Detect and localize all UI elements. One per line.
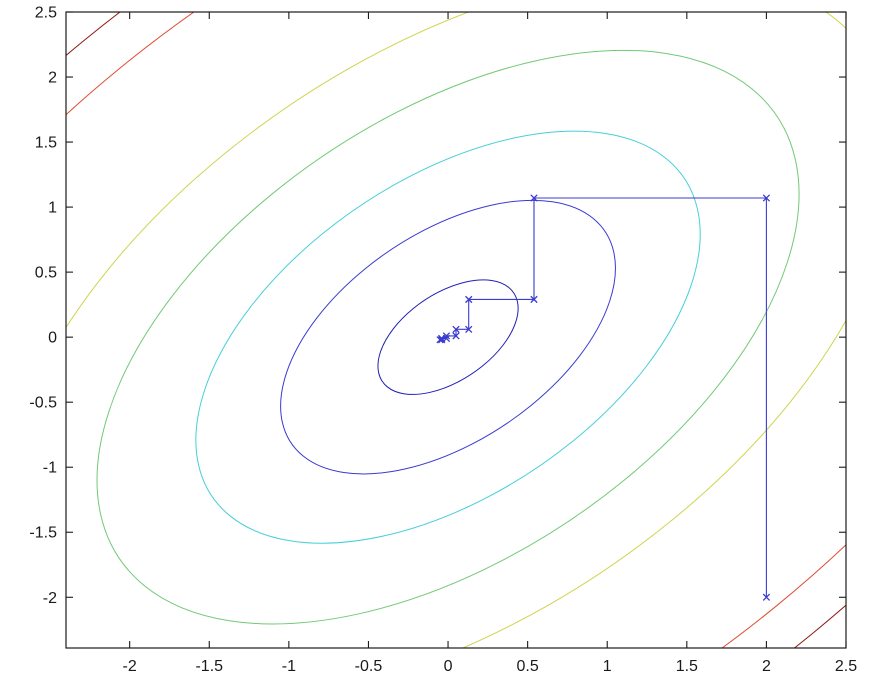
y-tick-label: 2.5: [35, 5, 57, 22]
x-marker: [465, 325, 473, 334]
x-marker: [452, 325, 460, 334]
contour-ellipse: [352, 259, 543, 415]
x-marker: [762, 194, 771, 202]
descent-path-group: [436, 194, 771, 601]
x-tick-label: 2: [762, 658, 771, 675]
x-marker: [530, 194, 538, 202]
y-tick-label: 1: [48, 200, 57, 217]
x-marker: [438, 336, 446, 344]
descent-path: [440, 197, 767, 598]
x-tick-label: 1: [603, 658, 612, 675]
x-tick-label: 0.5: [517, 658, 539, 675]
y-tick-label: -1.5: [29, 525, 57, 542]
x-tick-label: -1.5: [195, 658, 223, 675]
x-tick-label: -1: [282, 658, 296, 675]
x-marker: [436, 336, 444, 344]
x-tick-label: 2.5: [835, 658, 857, 675]
contour-ellipse: [104, 56, 793, 619]
x-marker: [452, 332, 460, 340]
contour-ellipse: [220, 150, 677, 523]
x-marker: [465, 295, 473, 304]
axes-frame: [65, 11, 847, 649]
y-tick-label: 0: [48, 330, 57, 347]
x-marker: [762, 593, 771, 601]
y-tick-label: 1.5: [35, 135, 57, 152]
y-tick-label: 2: [48, 70, 57, 87]
x-tick-label: 1.5: [676, 658, 698, 675]
axis-ticks: -2 -1.5 -1 -0.5 0 0.5 1 1.5 2 2.5 2.5 2 1.5 1 0.5 0 -0.5…: [29, 5, 857, 676]
y-tick-label: -1: [43, 460, 57, 477]
x-marker: [530, 295, 538, 304]
y-tick-label: -0.5: [29, 395, 57, 412]
y-tick-label: -2: [43, 590, 57, 607]
y-tick-label: 0.5: [35, 265, 57, 282]
x-tick-label: -0.5: [355, 658, 383, 675]
x-tick-label: -2: [123, 658, 137, 675]
x-tick-label: 0: [444, 658, 453, 675]
